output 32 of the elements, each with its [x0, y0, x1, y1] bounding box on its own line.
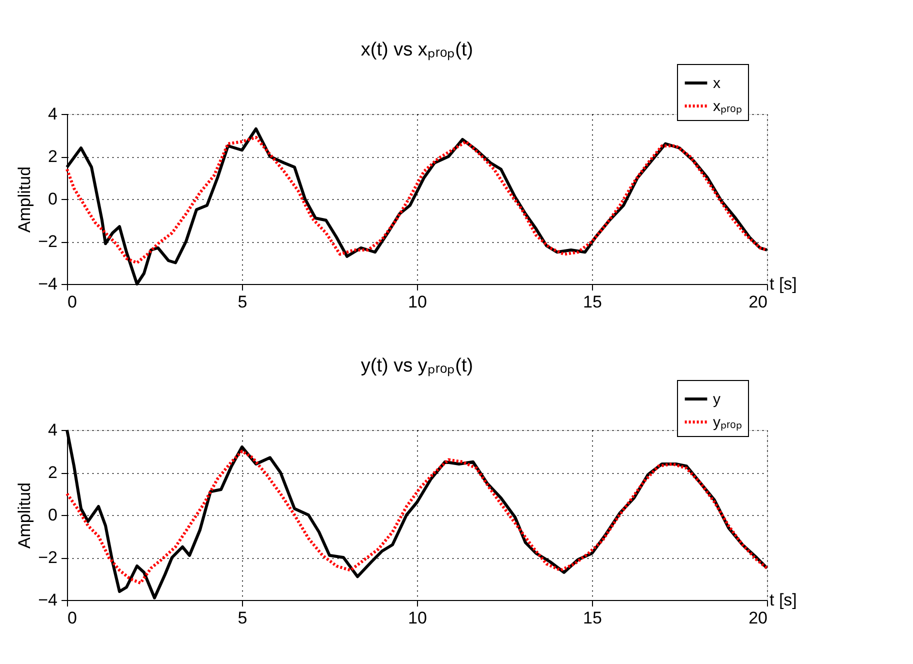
y-tick-label: 0 [48, 190, 58, 208]
x-axis-title: t [s] [770, 590, 797, 610]
y-tick-label: 2 [48, 463, 58, 482]
y-tick-label: −4 [38, 274, 58, 294]
y-tick-label: 4 [48, 420, 58, 440]
y-axis-title: Amplitud [15, 166, 34, 233]
line-series [66, 136, 768, 264]
y-tick-label: −4 [38, 590, 58, 610]
legend-label: x [713, 75, 721, 92]
y-tick-label: −2 [38, 548, 58, 567]
x-tick-label: 20 [748, 608, 768, 628]
x-tick-label: 15 [583, 292, 602, 312]
y-tick-label: −2 [38, 232, 58, 251]
y-tick-label: 2 [48, 147, 58, 166]
x-tick-label: 15 [583, 608, 602, 628]
x-tick-label: 5 [238, 292, 248, 312]
x-tick-label: 0 [68, 608, 77, 628]
x-tick-label: 10 [408, 608, 427, 628]
chart-title: y(t) vs yₚᵣₒₚ(t) [360, 356, 474, 376]
legend-label: y [713, 391, 721, 408]
y-axis-title: Amplitud [15, 482, 34, 549]
y-tick-label: 4 [48, 104, 58, 124]
y-tick-label: 0 [48, 506, 58, 524]
x-tick-label: 0 [68, 292, 77, 312]
x-axis-title: t [s] [770, 274, 797, 294]
legend-label: xₚᵣₒₚ [713, 98, 742, 115]
x-tick-label: 10 [408, 292, 427, 312]
x-tick-label: 5 [238, 608, 248, 628]
x-tick-label: 20 [748, 292, 768, 312]
legend-label: yₚᵣₒₚ [713, 414, 742, 431]
chart-title: x(t) vs xₚᵣₒₚ(t) [360, 40, 474, 60]
line-series [66, 450, 768, 584]
